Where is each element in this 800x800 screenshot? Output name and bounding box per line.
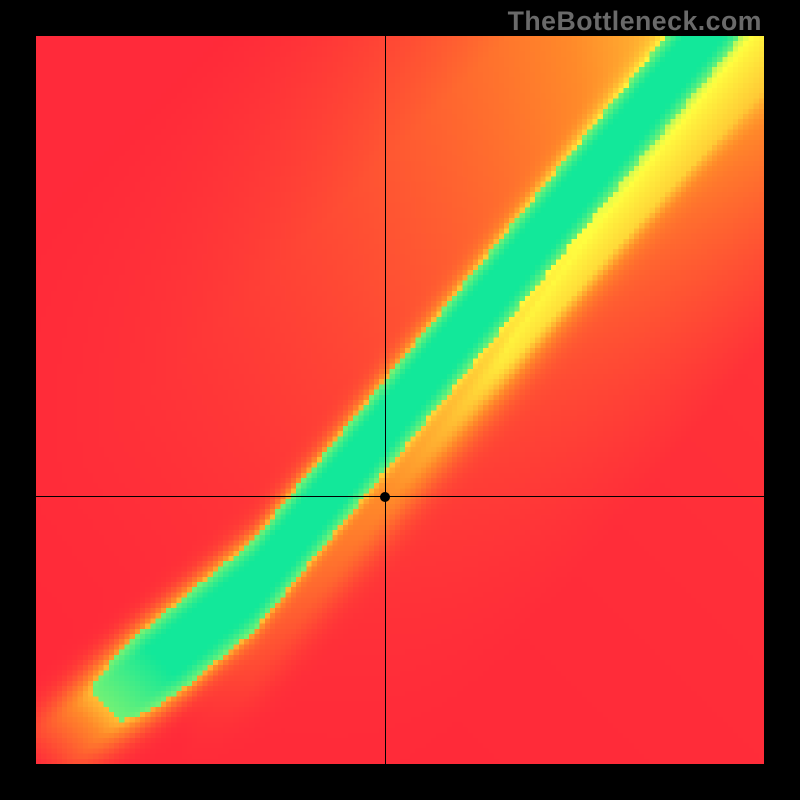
crosshair-vertical [385,36,386,764]
plot-area [36,36,764,764]
watermark-text: TheBottleneck.com [508,6,762,37]
heatmap-canvas [36,36,764,764]
chart-container: TheBottleneck.com [0,0,800,800]
crosshair-horizontal [36,496,764,497]
